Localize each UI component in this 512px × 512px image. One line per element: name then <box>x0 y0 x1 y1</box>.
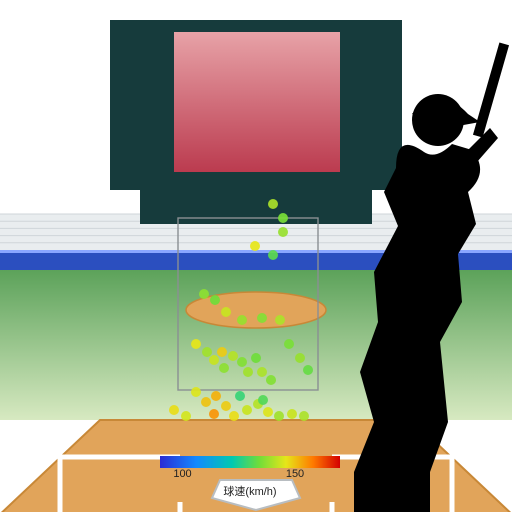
pitch-point <box>201 397 211 407</box>
pitch-point <box>287 409 297 419</box>
pitch-point <box>199 289 209 299</box>
pitch-point <box>295 353 305 363</box>
pitch-point <box>299 411 309 421</box>
pitch-point <box>251 353 261 363</box>
pitch-point <box>242 405 252 415</box>
pitch-point <box>235 391 245 401</box>
pitch-point <box>237 357 247 367</box>
pitch-point <box>191 387 201 397</box>
legend-gradient <box>160 456 340 468</box>
legend-tick: 100 <box>173 468 191 480</box>
pitch-point <box>229 411 239 421</box>
pitch-point <box>258 395 268 405</box>
pitch-point <box>243 367 253 377</box>
pitch-point <box>284 339 294 349</box>
pitch-point <box>221 401 231 411</box>
scoreboard-screen <box>174 32 340 172</box>
pitch-point <box>278 227 288 237</box>
stage-svg <box>0 0 512 512</box>
pitch-point <box>228 351 238 361</box>
pitch-point <box>266 375 276 385</box>
pitch-point <box>237 315 247 325</box>
pitch-point <box>209 355 219 365</box>
pitch-point <box>263 407 273 417</box>
pitch-point <box>221 307 231 317</box>
pitch-point <box>210 295 220 305</box>
pitch-point <box>257 313 267 323</box>
pitch-point <box>209 409 219 419</box>
pitch-point <box>303 365 313 375</box>
legend-label: 球速(km/h) <box>160 483 340 499</box>
pitch-point <box>217 347 227 357</box>
scoreboard-base <box>140 190 372 224</box>
pitch-point <box>181 411 191 421</box>
pitch-point <box>191 339 201 349</box>
pitch-point <box>219 363 229 373</box>
pitch-point <box>268 199 278 209</box>
pitch-point <box>250 241 260 251</box>
legend-tick: 150 <box>286 468 304 480</box>
pitch-point <box>169 405 179 415</box>
pitch-location-chart: 100 150 球速(km/h) <box>0 0 512 512</box>
color-legend: 100 150 球速(km/h) <box>160 456 340 499</box>
legend-ticks: 100 150 <box>160 468 340 482</box>
pitch-point <box>211 391 221 401</box>
pitch-point <box>268 250 278 260</box>
pitch-point <box>275 315 285 325</box>
pitch-point <box>202 347 212 357</box>
pitch-point <box>257 367 267 377</box>
pitch-point <box>274 411 284 421</box>
pitch-point <box>278 213 288 223</box>
